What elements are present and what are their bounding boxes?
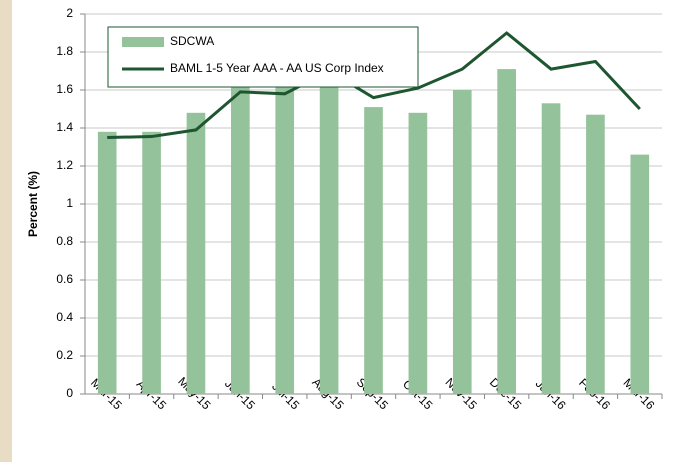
y-tick-label: 1.2	[56, 158, 73, 172]
legend-label: SDCWA	[170, 34, 214, 48]
y-axis-label: Percent (%)	[26, 171, 40, 237]
line	[107, 31, 641, 139]
bar	[364, 107, 383, 394]
bar	[630, 154, 650, 394]
y-tick-label: 0.6	[56, 272, 73, 286]
y-tick-label: 1.4	[56, 120, 73, 134]
bar	[319, 78, 339, 394]
y-tick-label: 0	[66, 386, 73, 400]
legend-box	[107, 26, 419, 88]
bar	[541, 103, 561, 395]
legend-label: BAML 1-5 Year AAA - AA US Corp Index	[170, 61, 384, 75]
bar	[452, 90, 472, 394]
bar	[586, 114, 605, 394]
y-tick-label: 0.2	[56, 348, 73, 362]
side-strip	[0, 0, 12, 462]
bar	[142, 131, 161, 395]
y-tick-label: 1.6	[56, 82, 73, 96]
y-tick-label: 1.8	[56, 44, 73, 58]
y-tick-label: 0.8	[56, 234, 73, 248]
bar	[186, 112, 206, 395]
legend-swatch	[122, 37, 164, 47]
bar	[408, 112, 428, 395]
y-tick-label: 2	[66, 6, 73, 20]
bar	[231, 82, 250, 395]
y-tick-label: 0.4	[56, 310, 73, 324]
bar	[497, 69, 516, 394]
bar	[97, 131, 117, 395]
bar	[275, 86, 295, 394]
y-tick-label: 1	[66, 196, 73, 210]
